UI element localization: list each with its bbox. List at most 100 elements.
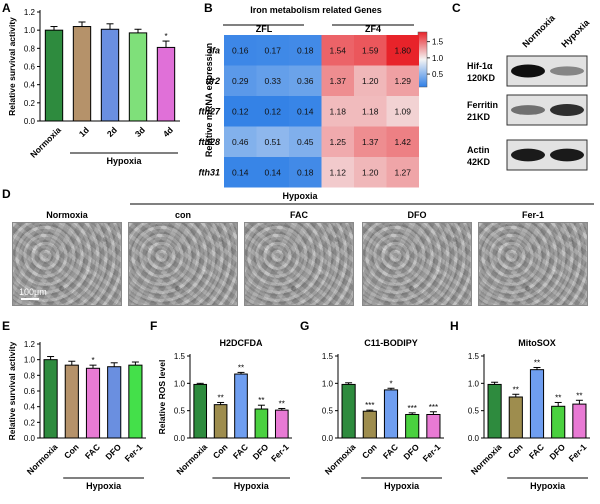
heatmap-cell-label: 1.29	[394, 76, 411, 86]
bar	[572, 403, 587, 439]
bar	[234, 373, 248, 439]
heatmap-cell	[256, 65, 289, 96]
y-tick-label: 1.5	[174, 352, 186, 361]
significance-label: **	[258, 396, 264, 405]
y-tick-label: 1.0	[24, 356, 36, 365]
significance-label: **	[513, 385, 519, 394]
heatmap-ylabel: Relative mRNA expression	[204, 43, 214, 157]
heatmap-cell	[256, 126, 289, 157]
heatmap-cell	[354, 126, 387, 157]
x-tick-label: FAC	[527, 442, 546, 461]
mitosox-chart: 0.0 0.5 1.0 1.5 MitoSOX Normoxia ** Con ** FAC ** D…	[468, 338, 590, 491]
heatmap-cell	[224, 126, 257, 157]
blot-band	[550, 104, 584, 116]
panel-letter-e: E	[2, 319, 10, 333]
y-axis-label: Relative survival activity	[7, 341, 17, 440]
significance-label: *	[91, 356, 94, 365]
y-tick-label: 0.6	[24, 387, 36, 396]
heatmap-row-label: fth27	[198, 106, 220, 116]
heatmap-cell	[354, 157, 387, 188]
heatmap-cell-label: 0.16	[232, 45, 249, 55]
heatmap-cell	[386, 65, 419, 96]
heatmap-row-label: tfa	[209, 45, 220, 55]
y-tick-label: 0.4	[24, 81, 36, 90]
x-tick-label: Con	[506, 442, 525, 461]
heatmap-cell	[321, 126, 354, 157]
y-tick-label: 1.0	[174, 379, 186, 388]
heatmap-cell-label: 0.29	[232, 76, 249, 86]
y-tick-label: 1.5	[322, 352, 334, 361]
heatmap-cell-label: 0.17	[264, 45, 281, 55]
x-tick-label: Normoxia	[323, 442, 358, 477]
group-label: Hypoxia	[530, 481, 566, 491]
significance-label: **	[555, 393, 561, 402]
heatmap-cell-label: 1.59	[362, 45, 379, 55]
x-tick-label: 3d	[133, 125, 147, 139]
heatmap-cell	[256, 35, 289, 66]
heatmap-row-label: fth28	[198, 137, 220, 147]
blot-protein-label: Actin	[467, 145, 490, 155]
significance-label: **	[576, 391, 582, 400]
heatmap-cell	[224, 35, 257, 66]
group-label: Hypoxia	[234, 481, 270, 491]
group-label: Hypoxia	[86, 481, 122, 491]
heatmap-cell	[289, 65, 322, 96]
group-label: Hypoxia	[106, 156, 142, 166]
bar	[508, 396, 523, 439]
heatmap-cell-label: 1.42	[394, 137, 411, 147]
panel-letter-c: C	[452, 1, 461, 15]
heatmap-cell	[224, 65, 257, 96]
y-tick-label: 1.5	[468, 352, 480, 361]
y-tick-label: 0.0	[468, 434, 480, 443]
x-tick-label: 4d	[161, 125, 175, 139]
x-tick-label: Normoxia	[28, 125, 63, 160]
heatmap-title: Iron metabolism related Genes	[250, 5, 382, 15]
bar	[85, 367, 101, 439]
heatmap-cell	[321, 157, 354, 188]
blot-lane-label: Normoxia	[520, 12, 557, 49]
bar	[362, 410, 377, 439]
x-tick-label: FAC	[231, 442, 250, 461]
bar	[107, 366, 122, 439]
heatmap-cell-label: 0.33	[264, 76, 281, 86]
blot-band	[550, 148, 584, 162]
x-tick-label: Normoxia	[174, 442, 209, 477]
significance-label: ***	[408, 404, 417, 413]
heatmap-group-zf4: ZF4	[365, 24, 381, 34]
bar	[128, 32, 148, 122]
y-tick-label: 1.0	[322, 379, 334, 388]
y-tick-label: 0.2	[24, 99, 36, 108]
y-tick-label: 0.5	[174, 407, 186, 416]
iron-gene-heatmap: Iron metabolism related Genes ZFL ZF4 Re…	[198, 5, 444, 188]
micrograph-con	[128, 222, 238, 306]
heatmap-cell-label: 0.18	[297, 167, 314, 177]
x-tick-label: 1d	[77, 125, 91, 139]
heatmap-cell	[386, 35, 419, 66]
blot-band	[511, 148, 545, 162]
panel-letter-f: F	[150, 319, 157, 333]
scale-tick-label: 1.5	[432, 38, 444, 47]
panel-letter-b: B	[204, 1, 213, 15]
heatmap-cell-label: 1.25	[329, 137, 346, 147]
y-axis-label: Relative ROS level	[157, 360, 167, 435]
blot-lane-label: Hypoxia	[559, 17, 592, 50]
chart-title: C11-BODIPY	[364, 338, 418, 348]
micrograph-fac	[244, 222, 354, 306]
micrograph-dfo	[362, 222, 472, 306]
bar	[213, 404, 228, 439]
y-tick-label: 1.2	[24, 8, 36, 17]
y-tick-label: 0.0	[24, 117, 36, 126]
scale-bar	[21, 298, 39, 300]
heatmap-cell	[289, 35, 322, 66]
heatmap-cell-label: 1.54	[329, 45, 346, 55]
x-tick-label: Fer-1	[269, 442, 291, 464]
heatmap-cell-label: 0.46	[232, 137, 249, 147]
heatmap-cell	[321, 35, 354, 66]
chart-title: MitoSOX	[518, 338, 556, 348]
bar	[72, 26, 92, 122]
heatmap-cell-label: 1.37	[329, 76, 346, 86]
heatmap-cell	[224, 96, 257, 127]
blot-protein-label: Hif-1α	[467, 61, 493, 71]
x-tick-label: DFO	[401, 442, 421, 462]
x-tick-label: Fer-1	[123, 442, 145, 464]
